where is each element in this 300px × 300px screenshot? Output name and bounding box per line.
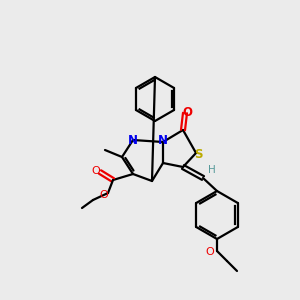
Text: O: O — [206, 247, 214, 257]
Text: N: N — [128, 134, 138, 148]
Text: S: S — [194, 148, 202, 160]
Text: O: O — [182, 106, 192, 118]
Text: O: O — [92, 166, 100, 176]
Text: N: N — [158, 134, 168, 148]
Text: H: H — [208, 165, 216, 175]
Text: O: O — [100, 190, 108, 200]
